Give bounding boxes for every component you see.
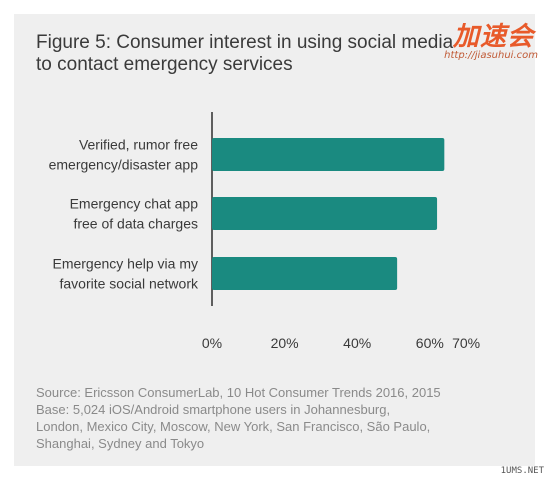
category-label-1-line-1: Verified, rumor free	[79, 137, 198, 153]
source-note: Source: Ericsson ConsumerLab, 10 Hot Con…	[36, 384, 516, 452]
watermark-logo: 加速会	[452, 22, 534, 52]
category-label-2-line-1: Emergency chat app	[70, 196, 199, 212]
category-label-2-line-2: free of data charges	[73, 216, 198, 232]
source-line-1: Source: Ericsson ConsumerLab, 10 Hot Con…	[36, 385, 441, 400]
category-label-3-line-1: Emergency help via my	[52, 256, 198, 272]
x-tick-label-4: 60%	[416, 335, 444, 351]
chart-title-line-1: Figure 5: Consumer interest in using soc…	[36, 32, 454, 53]
source-line-2: Base: 5,024 iOS/Android smartphone users…	[36, 402, 391, 417]
site-watermark: 加速会 http://jiasuhui.com	[420, 14, 540, 68]
source-line-3: London, Mexico City, Moscow, New York, S…	[36, 419, 431, 434]
category-label-1-line-2: emergency/disaster app	[49, 157, 199, 173]
bar-3	[212, 257, 398, 290]
x-tick-label-2: 20%	[271, 335, 299, 351]
bar-chart: Verified, rumor free emergency/disaster a…	[49, 112, 480, 351]
corner-tag: 1UMS.NET	[500, 466, 544, 476]
bar-1	[212, 138, 445, 171]
bar-2	[212, 197, 438, 230]
x-tick-label-5: 70%	[452, 335, 480, 351]
x-tick-label-1: 0%	[202, 335, 222, 351]
chart-title: Figure 5: Consumer interest in using soc…	[36, 32, 456, 76]
figure-card: Figure 5: Consumer interest in using soc…	[14, 14, 535, 466]
category-label-3-line-2: favorite social network	[59, 276, 199, 292]
chart-title-line-2: to contact emergency services	[36, 54, 293, 75]
source-line-4: Shanghai, Sydney and Tokyo	[36, 436, 205, 451]
x-tick-label-3: 40%	[343, 335, 371, 351]
watermark-url: http://jiasuhui.com	[444, 50, 538, 61]
